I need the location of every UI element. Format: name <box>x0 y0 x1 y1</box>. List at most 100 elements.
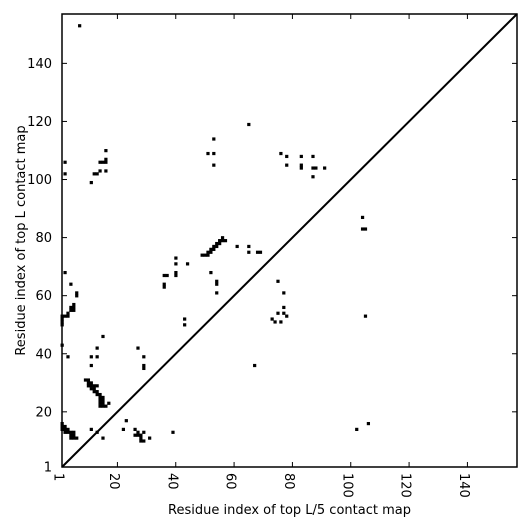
contact-cell-upper <box>66 311 70 315</box>
contact-cell-lower <box>136 346 140 350</box>
contact-cell-upper <box>185 262 190 266</box>
contact-cell-upper <box>104 169 108 173</box>
contact-cell-upper <box>92 172 96 176</box>
contact-cell-lower <box>63 430 67 434</box>
contact-cell-upper <box>218 239 222 243</box>
contact-cell-lower <box>171 430 175 434</box>
y-tick-label: 20 <box>35 405 52 420</box>
contact-cell-upper <box>215 282 219 286</box>
contact-cell-upper <box>69 308 73 312</box>
y-tick-label: 1 <box>44 461 52 476</box>
contact-cell-upper <box>311 166 315 170</box>
contact-cell-upper <box>63 270 67 275</box>
contact-cell-upper <box>98 160 102 164</box>
x-axis-label: Residue index of top L/5 contact map <box>168 503 411 518</box>
contact-cell-lower <box>139 439 143 443</box>
contact-cell-upper <box>89 355 93 359</box>
contact-cell-upper <box>299 154 303 159</box>
contact-cell-lower <box>107 401 111 405</box>
contact-cell-upper <box>311 154 315 159</box>
contact-cell-upper <box>220 239 225 243</box>
x-tick-label: 40 <box>164 473 179 490</box>
contact-cell-upper <box>200 253 204 257</box>
contact-cell-upper <box>206 151 210 156</box>
contact-cell-upper <box>104 149 108 153</box>
contact-cell-upper <box>95 346 99 350</box>
contact-cell-lower <box>86 378 91 382</box>
contact-cell-upper <box>95 355 99 359</box>
contact-cell-lower <box>142 355 146 359</box>
contact-cell-lower <box>89 427 93 432</box>
contact-cell-lower <box>72 430 76 434</box>
contact-cell-lower <box>133 433 137 437</box>
contact-cell-upper <box>78 24 82 28</box>
contact-cell-lower <box>63 424 67 429</box>
contact-cell-lower <box>101 404 105 408</box>
contact-cell-upper <box>299 163 303 167</box>
contact-cell-lower <box>98 392 102 397</box>
contact-cell-upper <box>101 334 105 339</box>
contact-cell-upper <box>212 163 216 167</box>
contact-cell-lower <box>69 436 73 440</box>
contact-cell-upper <box>255 250 260 254</box>
contact-cell-upper <box>279 151 283 156</box>
contact-cell-lower <box>366 421 371 426</box>
contact-cell-upper <box>174 262 178 266</box>
contact-cell-upper <box>183 323 187 327</box>
contact-cell-lower <box>92 387 96 391</box>
contact-cell-lower <box>98 395 102 400</box>
contact-cell-lower <box>104 404 108 408</box>
contact-cell-lower <box>142 430 146 434</box>
x-tick-label: 100 <box>339 473 354 498</box>
contact-cell-upper <box>69 282 73 286</box>
contact-cell-upper <box>285 314 289 318</box>
contact-cell-upper <box>206 253 210 257</box>
contact-cell-upper <box>282 291 286 295</box>
contact-cell-upper <box>72 302 76 307</box>
contact-cell-lower <box>133 427 137 432</box>
contact-cell-upper <box>247 122 251 127</box>
contact-cell-upper <box>215 244 219 249</box>
contact-cell-lower <box>95 384 99 388</box>
contact-cell-lower <box>98 404 102 408</box>
x-tick-label: 20 <box>106 473 121 490</box>
contact-cell-upper <box>282 305 286 310</box>
contact-cell-upper <box>66 355 70 359</box>
contact-cell-upper <box>69 305 73 310</box>
y-axis-label: Residue index of top L contact map <box>14 125 29 355</box>
y-tick-label: 40 <box>35 347 52 362</box>
contact-cell-upper <box>174 273 178 278</box>
contact-cell-lower <box>86 384 91 388</box>
contact-cell-upper <box>212 244 216 249</box>
x-tick-label: 1 <box>51 473 66 481</box>
contact-cell-upper <box>63 172 67 176</box>
contact-cell-upper <box>89 363 93 368</box>
contact-cell-upper <box>363 314 368 318</box>
contact-cell-upper <box>218 241 222 246</box>
contact-cell-lower <box>66 430 70 434</box>
contact-cell-upper <box>247 244 251 249</box>
contact-cell-upper <box>95 172 99 176</box>
contact-cell-upper <box>72 308 76 312</box>
contact-cell-upper <box>285 154 289 159</box>
contact-cell-upper <box>253 363 257 368</box>
contact-cell-lower <box>121 427 126 432</box>
contact-cell-upper <box>215 291 219 295</box>
contact-cell-lower <box>101 395 105 400</box>
contact-cell-upper <box>311 175 315 179</box>
contact-cell-lower <box>124 419 128 423</box>
contact-cell-upper <box>258 250 263 254</box>
contact-cell-upper <box>89 180 93 185</box>
contact-cell-upper <box>299 166 303 170</box>
contact-cell-upper <box>220 236 225 240</box>
contact-cell-lower <box>355 427 359 432</box>
contact-cell-upper <box>75 291 79 295</box>
contact-cell-upper <box>162 282 166 286</box>
contact-cell-lower <box>95 390 99 394</box>
contact-cell-lower <box>75 436 79 440</box>
contact-cell-upper <box>72 305 76 310</box>
contact-cell-upper <box>276 279 280 283</box>
plot-frame <box>61 13 518 468</box>
contact-cell-upper <box>104 160 108 164</box>
